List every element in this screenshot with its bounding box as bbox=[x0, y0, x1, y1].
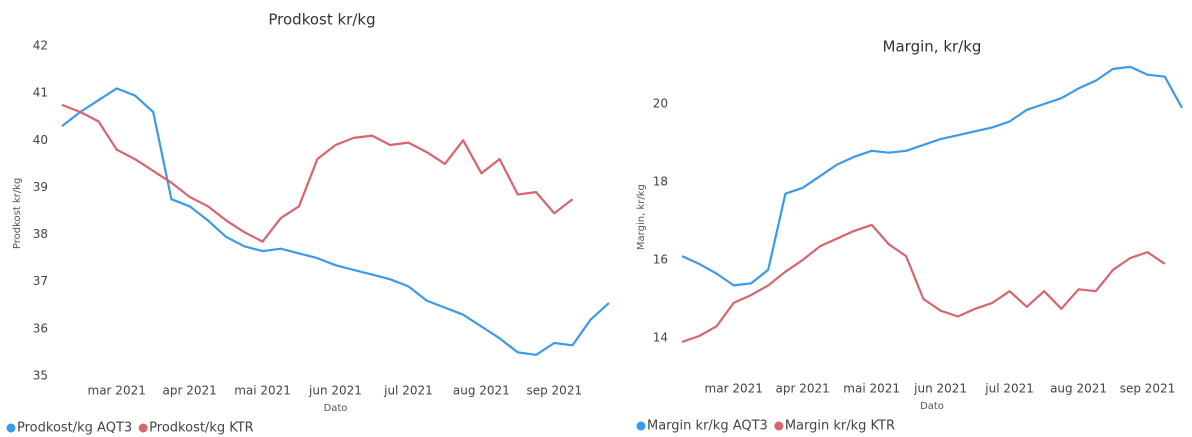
legend-marker bbox=[774, 421, 784, 431]
x-tick-label: jul 2021 bbox=[984, 382, 1034, 396]
x-tick-label: mar 2021 bbox=[88, 384, 146, 398]
x-tick-label: jun 2021 bbox=[913, 382, 967, 396]
y-tick-label: 35 bbox=[33, 368, 48, 382]
legend-label: Margin kr/kg KTR bbox=[785, 419, 895, 434]
y-tick-label: 16 bbox=[653, 253, 668, 267]
x-tick-label: apr 2021 bbox=[776, 382, 830, 396]
y-tick-label: 14 bbox=[653, 331, 668, 345]
chart-title: Margin, kr/kg bbox=[883, 38, 982, 56]
y-tick-label: 42 bbox=[33, 39, 48, 53]
y-tick-label: 18 bbox=[653, 175, 668, 189]
y-tick-label: 38 bbox=[33, 227, 48, 241]
series-line bbox=[61, 87, 610, 356]
y-axis-title: Prodkost kr/kg bbox=[12, 178, 23, 249]
legend-label: Prodkost/kg AQT3 bbox=[17, 421, 132, 436]
x-tick-label: aug 2021 bbox=[453, 384, 510, 398]
y-tick-label: 39 bbox=[33, 180, 48, 194]
y-tick-label: 36 bbox=[33, 321, 48, 335]
legend-marker bbox=[6, 423, 16, 433]
legend-label: Prodkost/kg KTR bbox=[149, 421, 254, 436]
x-tick-label: aug 2021 bbox=[1050, 382, 1107, 396]
legend-label: Margin kr/kg AQT3 bbox=[647, 419, 768, 434]
series-line bbox=[61, 103, 574, 243]
y-axis-title: Margin, kr/kg bbox=[636, 184, 647, 250]
series-line bbox=[681, 223, 1166, 343]
series-line bbox=[681, 65, 1183, 287]
y-tick-label: 20 bbox=[653, 97, 668, 111]
x-tick-label: mai 2021 bbox=[234, 384, 291, 398]
y-tick-label: 37 bbox=[33, 274, 48, 288]
x-tick-label: mai 2021 bbox=[843, 382, 900, 396]
legend-marker bbox=[636, 421, 646, 431]
x-tick-label: jul 2021 bbox=[383, 384, 433, 398]
x-tick-label: apr 2021 bbox=[163, 384, 217, 398]
x-tick-label: mar 2021 bbox=[705, 382, 763, 396]
legend-marker bbox=[138, 423, 148, 433]
x-tick-label: jun 2021 bbox=[308, 384, 362, 398]
y-tick-label: 40 bbox=[33, 133, 48, 147]
chart-title: Prodkost kr/kg bbox=[268, 11, 375, 29]
x-axis-title: Dato bbox=[920, 401, 944, 412]
y-tick-label: 41 bbox=[33, 86, 48, 100]
x-axis-title: Dato bbox=[324, 403, 348, 414]
x-tick-label: sep 2021 bbox=[526, 384, 582, 398]
x-tick-label: sep 2021 bbox=[1120, 382, 1176, 396]
